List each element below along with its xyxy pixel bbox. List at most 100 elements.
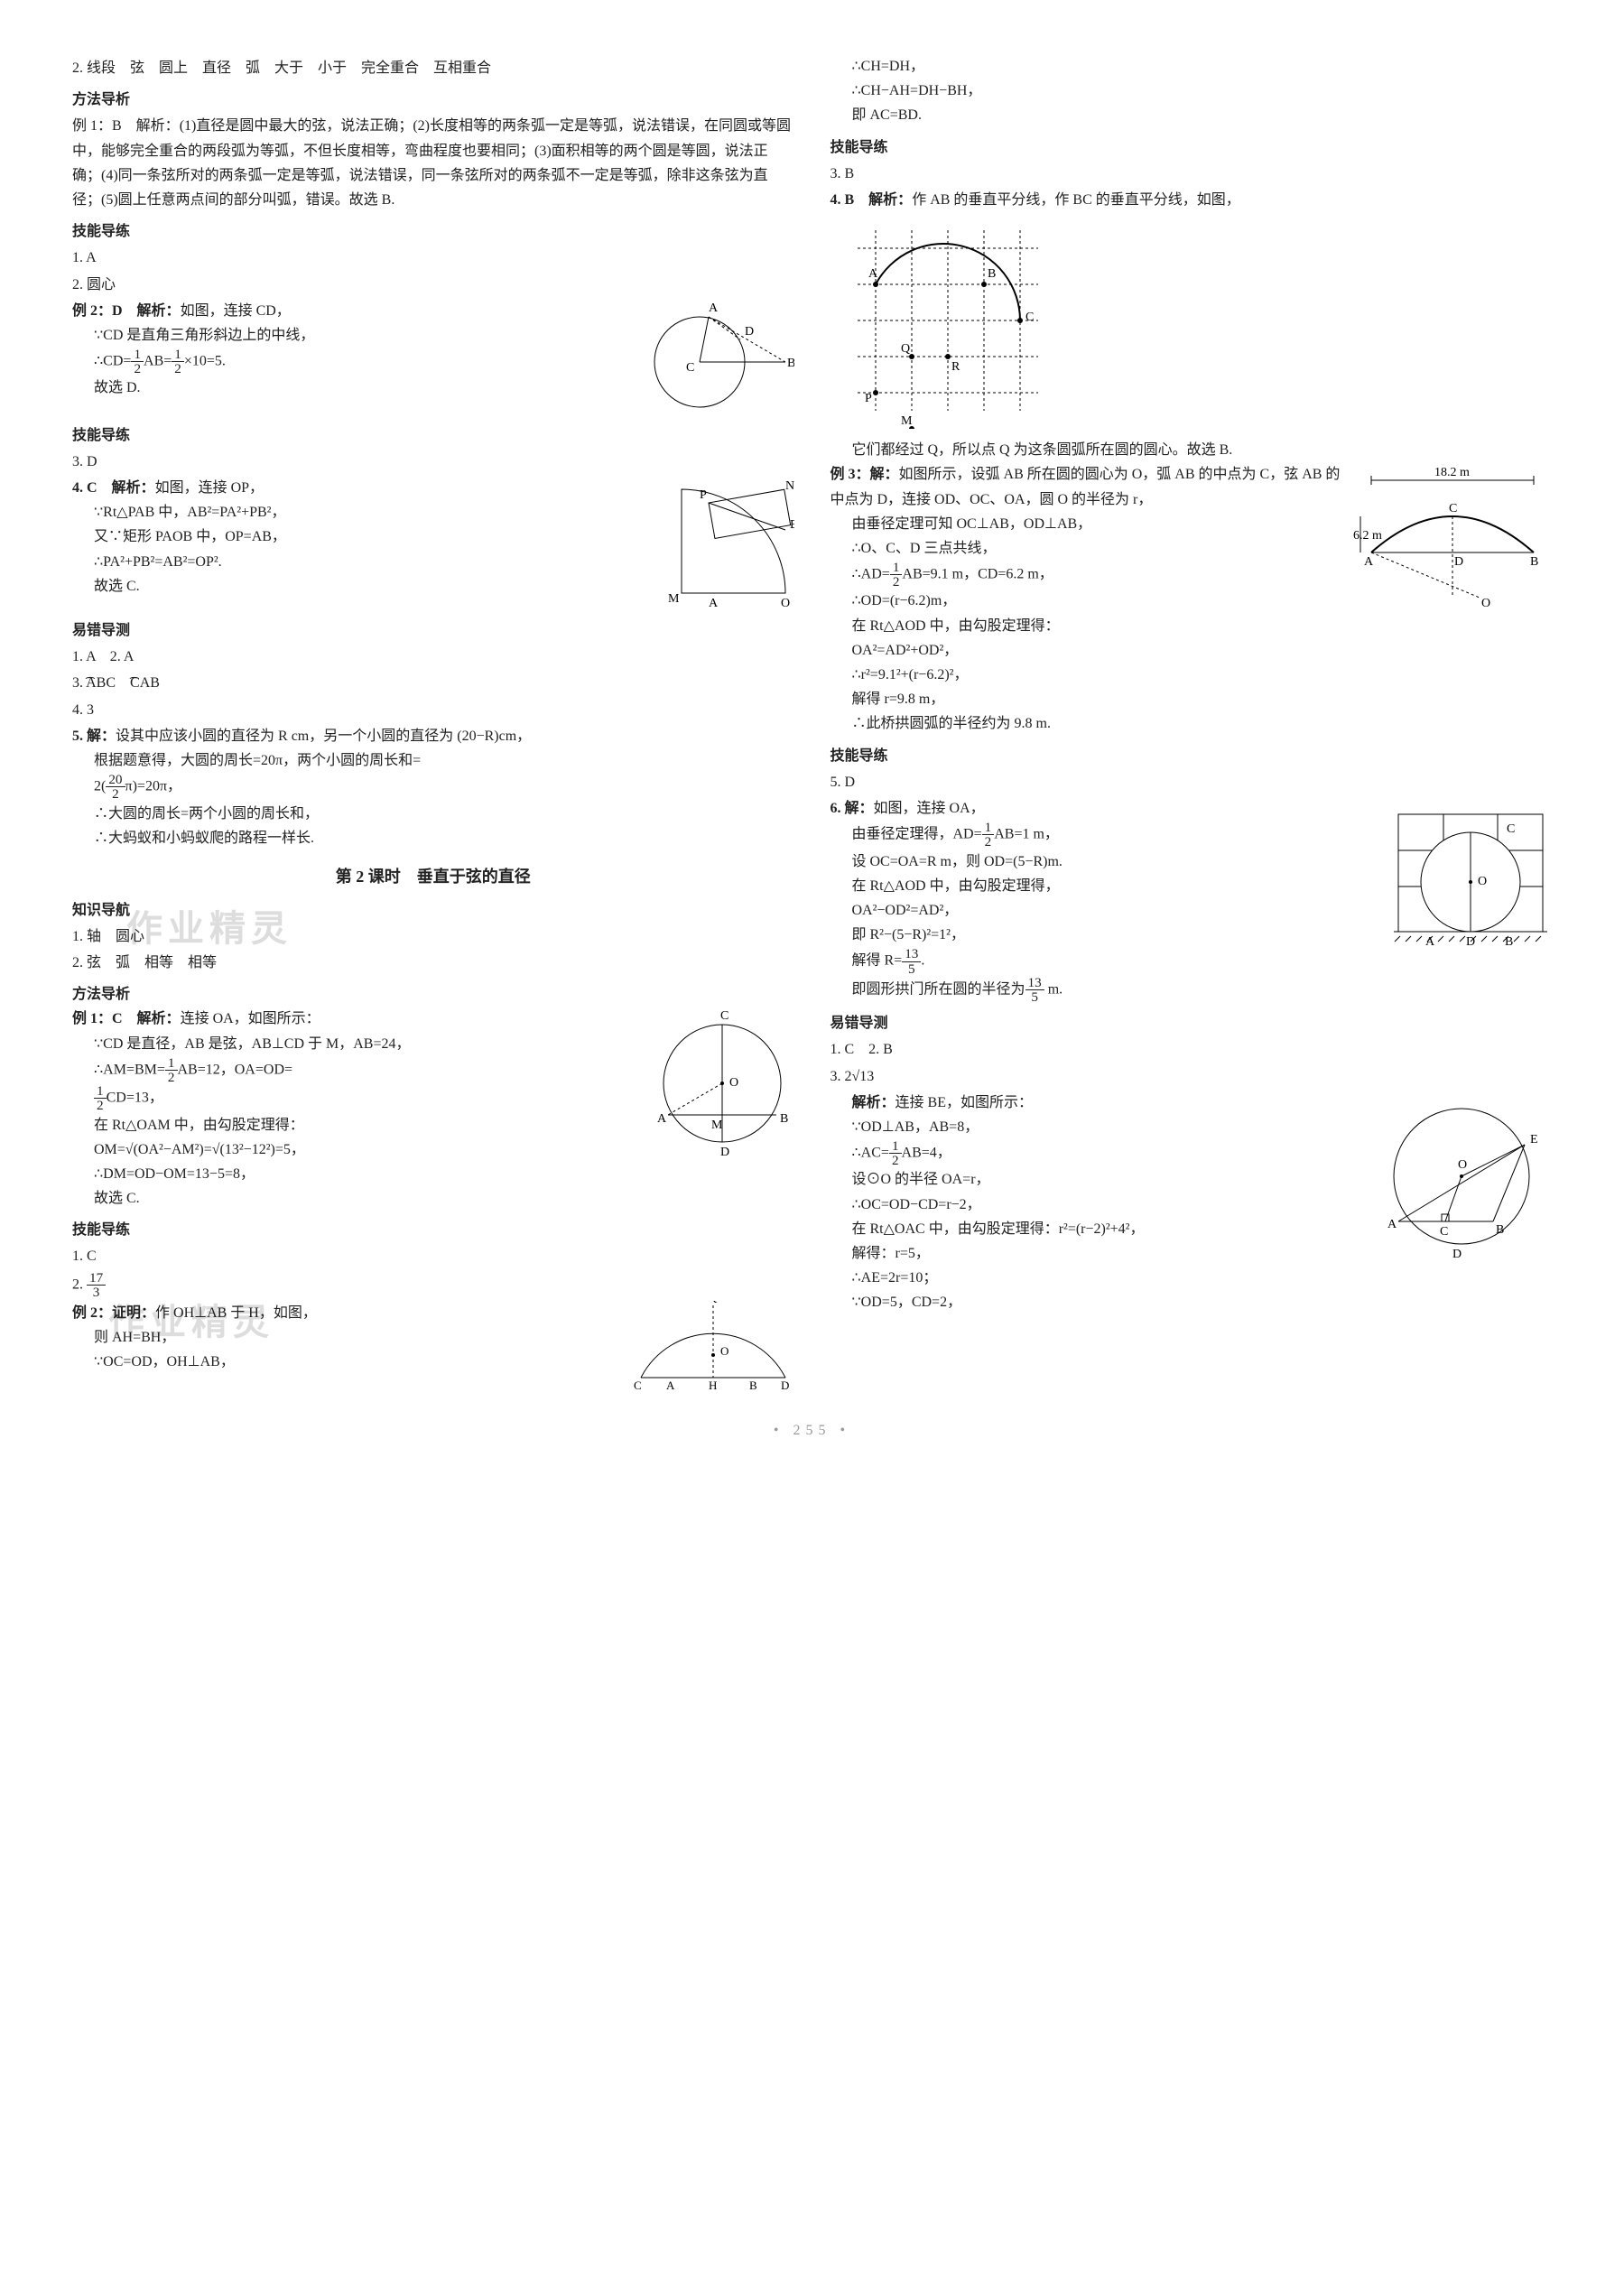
ex3-block: 例 3：解：如图所示，设弧 AB 所在圆的圆心为 O，弧 AB 的中点为 C，弦… bbox=[831, 462, 1553, 736]
svg-text:C: C bbox=[1449, 502, 1457, 515]
fig-grid-wrap: A B C Q P R M bbox=[831, 221, 1553, 429]
ex2-l3-mid: AB= bbox=[144, 353, 172, 368]
ex1b-l6: OM=√(OA²−AM²)=√(13²−12²)=5， bbox=[72, 1137, 639, 1162]
t6-l5: OA²−OD²=AD²， bbox=[831, 898, 1379, 923]
ans-1: 1. A bbox=[72, 246, 794, 270]
ex1b-l3: ∴AM=BM=12AB=12，OA=OD= bbox=[72, 1056, 639, 1084]
t6-l8: 即圆形拱门所在圆的半径为135 m. bbox=[831, 976, 1379, 1004]
heading-yicuo: 易错导测 bbox=[72, 618, 794, 643]
ex2b-l3: ∵OC=OD，OH⊥AB， bbox=[72, 1350, 612, 1374]
t6-l4: 在 Rt△AOD 中，由勾股定理得， bbox=[831, 874, 1379, 898]
svg-text:P: P bbox=[865, 392, 872, 405]
r-a4-body: 作 AB 的垂直平分线，作 BC 的垂直平分线，如图， bbox=[912, 192, 1240, 208]
e5-l5: ∴大蚂蚁和小蚂蚁爬的路程一样长. bbox=[72, 826, 794, 850]
t6-l2-post: AB=1 m， bbox=[994, 827, 1059, 842]
ans-4-block: 4. C 解析：如图，连接 OP， ∵Rt△PAB 中，AB²=PA²+PB²，… bbox=[72, 476, 794, 611]
y3-l6: 在 Rt△OAC 中，由勾股定理得：r²=(r−2)²+4²， bbox=[831, 1217, 1361, 1241]
fig-circle-chord: C O A B M D bbox=[650, 1007, 794, 1160]
svg-text:A: A bbox=[868, 267, 878, 281]
fig-grid: A B C Q P R M bbox=[831, 221, 1065, 429]
svg-text:N: N bbox=[785, 479, 794, 493]
r-heading-jineng2: 技能导练 bbox=[831, 744, 1553, 768]
page-number: • 255 • bbox=[72, 1418, 1552, 1443]
ex1: 例 1：B 解析：(1)直径是圆中最大的弦，说法正确；(2)长度相等的两条弧一定… bbox=[72, 114, 794, 212]
ex1b-l7: ∴DM=OD−OM=13−5=8， bbox=[72, 1162, 639, 1186]
r-a4-head: 4. B 解析： bbox=[831, 192, 913, 208]
fig-circle-abcd: A B C D bbox=[641, 299, 794, 416]
svg-text:Q: Q bbox=[901, 342, 910, 356]
e5-l2: 根据题意得，大圆的周长=20π，两个小圆的周长和= bbox=[72, 748, 794, 773]
svg-text:B: B bbox=[988, 267, 996, 281]
svg-text:A: A bbox=[657, 1112, 667, 1126]
ex3-l8: ∴r²=9.1²+(r−6.2)²， bbox=[831, 663, 1343, 687]
arch-svg: 18.2 m 6.2 m A B C D O bbox=[1353, 462, 1552, 616]
e5: 5. 解：设其中应该小圆的直径为 R cm，另一个小圆的直径为 (20−R)cm… bbox=[72, 724, 794, 850]
svg-text:C: C bbox=[1440, 1225, 1448, 1239]
e5-l4: ∴大圆的周长=两个小圆的周长和， bbox=[72, 802, 794, 826]
watermark-wrap-1: 作业精灵 知识导航 1. 轴 圆心 2. 弦 弧 相等 相等 bbox=[72, 898, 794, 976]
fig-arc-chord: C A H O B D Q bbox=[623, 1301, 794, 1391]
ex2-l2: ∵CD 是直角三角形斜边上的中线， bbox=[72, 323, 630, 348]
t6-l3: 设 OC=OA=R m，则 OD=(5−R)m. bbox=[831, 849, 1379, 874]
r-t5: 5. D bbox=[831, 770, 1553, 794]
svg-text:O: O bbox=[1458, 1158, 1467, 1172]
ex3-l4-pre: ∴AD= bbox=[852, 566, 890, 581]
svg-text:C: C bbox=[1507, 822, 1515, 836]
frac-13-5b: 135 bbox=[1025, 976, 1044, 1004]
ex1b-l2: ∵CD 是直径，AB 是弦，AB⊥CD 于 M，AB=24， bbox=[72, 1032, 639, 1056]
svg-text:D: D bbox=[781, 1379, 789, 1391]
svg-text:B: B bbox=[780, 1112, 788, 1126]
r-y3: 3. 2√13 bbox=[831, 1064, 1553, 1089]
frac-17-3: 173 bbox=[87, 1271, 106, 1299]
ex2b-head: 例 2：证明： bbox=[72, 1305, 155, 1321]
svg-text:O: O bbox=[1478, 875, 1487, 888]
frac-half-3: 12 bbox=[165, 1056, 178, 1084]
door-svg: A D B O C bbox=[1389, 796, 1552, 950]
ex3-l4-post: AB=9.1 m，CD=6.2 m， bbox=[902, 566, 1053, 581]
a4-l3: 又∵矩形 PAOB 中，OP=AB， bbox=[72, 525, 648, 549]
circle-svg-1: A B C D bbox=[641, 299, 794, 416]
t6-l2-pre: 由垂径定理得，AD= bbox=[852, 827, 982, 842]
svg-text:P: P bbox=[700, 488, 707, 502]
svg-text:B: B bbox=[790, 518, 794, 532]
svg-text:A: A bbox=[666, 1379, 675, 1391]
ex2b-block: 例 2：证明：作 OH⊥AB 于 H，如图， 则 AH=BH， ∵OC=OD，O… bbox=[72, 1301, 794, 1391]
svg-text:A: A bbox=[1387, 1218, 1397, 1231]
ans-3: 3. D bbox=[72, 450, 794, 474]
z2: 2. 弦 弧 相等 相等 bbox=[72, 951, 794, 975]
svg-text:D: D bbox=[720, 1146, 729, 1159]
frac-20-2: 202 bbox=[106, 773, 125, 801]
r-heading-jineng: 技能导练 bbox=[831, 135, 1553, 160]
y3-pre: 3. 2 bbox=[831, 1069, 852, 1084]
y3-l3: ∴AC=12AB=4， bbox=[831, 1139, 1361, 1167]
answer-2: 2. 线段 弦 圆上 直径 弧 大于 小于 完全重合 互相重合 bbox=[72, 56, 794, 80]
heading-fangfa: 方法导析 bbox=[72, 88, 794, 112]
fig-arch: 18.2 m 6.2 m A B C D O bbox=[1353, 462, 1552, 616]
r-l2: ∴CH−AH=DH−BH， bbox=[831, 79, 1553, 103]
ex1b-block: 例 1：C 解析：连接 OA，如图所示： ∵CD 是直径，AB 是弦，AB⊥CD… bbox=[72, 1007, 794, 1211]
e3: 3. ͡ABC ͡CAB bbox=[72, 671, 794, 695]
svg-text:Q: Q bbox=[709, 1301, 718, 1304]
t1: 1. C bbox=[72, 1244, 794, 1268]
ex1b-l1: 连接 OA，如图所示： bbox=[181, 1011, 320, 1026]
ex2b-l1: 作 OH⊥AB 于 H，如图， bbox=[155, 1305, 317, 1321]
page-number-value: 255 bbox=[793, 1423, 831, 1438]
e1: 1. A 2. A bbox=[72, 645, 794, 669]
svg-text:B: B bbox=[749, 1379, 757, 1391]
svg-text:C: C bbox=[686, 361, 694, 375]
ex2-l3-post: ×10=5. bbox=[184, 353, 226, 368]
watermark-wrap-2: 作业精灵 例 2：证明：作 OH⊥AB 于 H，如图， 则 AH=BH， ∵OC… bbox=[72, 1301, 794, 1391]
svg-text:B: B bbox=[1530, 555, 1538, 569]
t2-pre: 2. bbox=[72, 1276, 87, 1292]
last-svg: A B C D E O bbox=[1371, 1091, 1552, 1271]
r-l3: 即 AC=BD. bbox=[831, 103, 1553, 127]
t6-l7: 解得 R=135. bbox=[831, 947, 1379, 975]
svg-text:A: A bbox=[1425, 935, 1435, 949]
ex1b-l8: 故选 C. bbox=[72, 1186, 639, 1211]
svg-text:M: M bbox=[668, 592, 680, 606]
ex2-l1: 如图，连接 CD， bbox=[181, 303, 291, 319]
svg-text:B: B bbox=[1505, 935, 1513, 949]
r-y1: 1. C 2. B bbox=[831, 1037, 1553, 1062]
ex2-head: 例 2：D 解析： bbox=[72, 303, 181, 319]
ex1-body: (1)直径是圆中最大的弦，说法正确；(2)长度相等的两条弧一定是等弧，说法错误，… bbox=[72, 118, 791, 208]
